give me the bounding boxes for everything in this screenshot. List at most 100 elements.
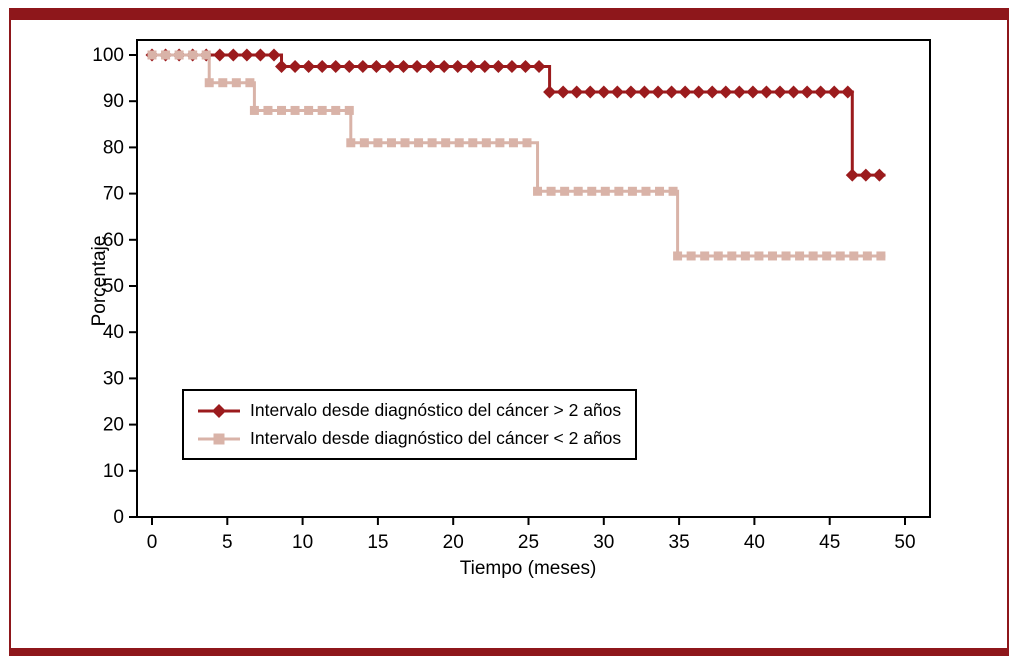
legend-item-lt2: Intervalo desde diagnóstico del cáncer <… [196,428,621,449]
y-tick-label: 0 [113,507,124,528]
y-tick-label: 40 [103,322,124,343]
marker-square [655,186,665,196]
marker-square [481,138,491,148]
marker-diamond [705,85,719,99]
marker-diamond [267,48,281,62]
marker-diamond [556,85,570,99]
marker-square [204,78,214,88]
marker-square [849,251,859,261]
marker-square [673,251,683,261]
marker-square [346,138,356,148]
marker-diamond [827,85,841,99]
y-tick-label: 50 [103,276,124,297]
y-axis-title: Porcentaje [89,235,110,327]
marker-square [767,251,777,261]
x-tick-label: 35 [669,532,690,553]
x-tick-label: 15 [367,532,388,553]
marker-square [344,105,354,115]
marker-diamond [665,85,679,99]
marker-diamond [732,85,746,99]
x-tick-label: 45 [819,532,840,553]
marker-square [700,251,710,261]
marker-square [304,105,314,115]
x-tick-label: 25 [518,532,539,553]
marker-square [740,251,750,261]
marker-square [614,186,624,196]
marker-square [508,138,518,148]
marker-square [290,105,300,115]
marker-diamond [424,60,438,74]
series-line-1 [152,53,886,258]
x-tick-label: 5 [222,532,233,553]
marker-square [600,186,610,196]
marker-square [822,251,832,261]
series-markers-0 [145,48,886,182]
marker-diamond [532,60,546,74]
marker-square [713,251,723,261]
marker-diamond [315,60,329,74]
marker-diamond [773,85,787,99]
marker-diamond [275,60,289,74]
marker-diamond [410,60,424,74]
marker-diamond [240,48,254,62]
marker-diamond [478,60,492,74]
marker-square [249,105,259,115]
marker-diamond [397,60,411,74]
marker-square [468,138,478,148]
marker-diamond [383,60,397,74]
marker-diamond [302,60,316,74]
y-tick-label: 70 [103,184,124,205]
marker-square [441,138,451,148]
marker-diamond [859,168,873,182]
marker-diamond [491,60,505,74]
legend: Intervalo desde diagnóstico del cáncer >… [182,389,638,460]
legend-sample-square-icon [198,433,240,444]
marker-square [188,50,198,60]
marker-square [454,138,464,148]
marker-diamond [841,85,855,99]
marker-square [174,50,184,60]
marker-diamond [570,85,584,99]
marker-square [835,251,845,261]
marker-square [386,138,396,148]
marker-square [427,138,437,148]
y-tick-label: 20 [103,415,124,436]
marker-diamond [342,60,356,74]
x-tick-label: 50 [894,532,915,553]
marker-diamond [719,85,733,99]
marker-square [263,105,273,115]
marker-square [560,186,570,196]
marker-diamond [800,85,814,99]
marker-diamond [872,168,886,182]
marker-diamond [637,85,651,99]
x-tick-label: 30 [593,532,614,553]
marker-square [686,251,696,261]
marker-diamond [518,60,532,74]
y-tick-label: 60 [103,230,124,251]
marker-square [231,78,241,88]
legend-sample-diamond-icon [198,403,240,418]
marker-diamond [610,85,624,99]
y-tick-label: 80 [103,137,124,158]
marker-diamond [288,60,302,74]
marker-diamond [543,85,557,99]
x-tick-label: 40 [744,532,765,553]
marker-square [373,138,383,148]
marker-diamond [787,85,801,99]
marker-diamond [746,85,760,99]
series-markers-1 [147,50,886,261]
legend-item-gt2: Intervalo desde diagnóstico del cáncer >… [196,400,621,421]
marker-square [727,251,737,261]
marker-diamond [451,60,465,74]
marker-square [317,105,327,115]
marker-square [533,186,543,196]
legend-label-lt2: Intervalo desde diagnóstico del cáncer <… [250,428,622,448]
marker-diamond [226,48,240,62]
marker-diamond [329,60,343,74]
marker-square [641,186,651,196]
x-tick-label: 20 [443,532,464,553]
marker-square [754,251,764,261]
marker-square [522,138,532,148]
marker-diamond [583,85,597,99]
marker-square [245,78,255,88]
